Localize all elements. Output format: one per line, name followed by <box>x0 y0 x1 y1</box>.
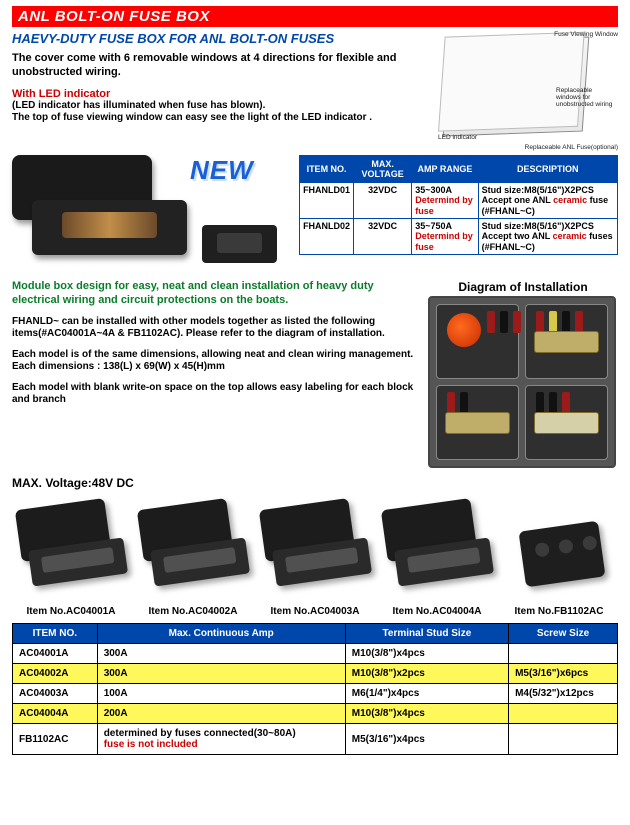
specs-table-1: ITEM NO. MAX. VOLTAGE AMP RANGE DESCRIPT… <box>299 155 618 255</box>
para-2: Each model is of the same dimensions, al… <box>12 349 418 374</box>
product-item: Item No.FB1102AC <box>500 496 618 617</box>
product-name: Item No.FB1102AC <box>500 606 618 617</box>
led-line-1: (LED indicator has illuminated when fuse… <box>12 100 432 113</box>
t1-h-desc: DESCRIPTION <box>478 156 617 183</box>
t2-h-stud: Terminal Stud Size <box>345 624 508 644</box>
product-item: Item No.AC04003A <box>256 496 374 617</box>
product-name: Item No.AC04002A <box>134 606 252 617</box>
product-name: Item No.AC04001A <box>12 606 130 617</box>
t2-h-amp: Max. Continuous Amp <box>97 624 345 644</box>
product-image <box>378 496 496 606</box>
table-row: FHANLD0232VDC35~750ADetermind by fuseStu… <box>300 219 618 255</box>
installation-diagram <box>428 296 616 468</box>
label-replaceable-fuse: Replaceable ANL Fuse(optional) <box>525 144 618 151</box>
product-image <box>12 496 130 606</box>
table-row: AC04002A300AM10(3/8")x2pcsM5(3/16")x6pcs <box>13 664 618 684</box>
page-banner: ANL BOLT-ON FUSE BOX <box>12 6 618 27</box>
label-replaceable-windows: Replaceable windows for unobstructed wir… <box>556 87 618 108</box>
intro-paragraph: The cover come with 6 removable windows … <box>12 52 432 80</box>
t1-h-amp: AMP RANGE <box>412 156 478 183</box>
product-image <box>134 496 252 606</box>
new-tag: NEW <box>190 155 254 186</box>
table-row: FHANLD0132VDC35~300ADetermind by fuseStu… <box>300 183 618 219</box>
product-name: Item No.AC04003A <box>256 606 374 617</box>
module-heading: Module box design for easy, neat and cle… <box>12 280 418 308</box>
table-row: AC04001A300AM10(3/8")x4pcs <box>13 644 618 664</box>
product-image <box>256 496 374 606</box>
para-3: Each model with blank write-on space on … <box>12 382 418 407</box>
product-item: Item No.AC04001A <box>12 496 130 617</box>
fuse-box-sketch: Fuse Viewing Window Replaceable windows … <box>438 31 618 151</box>
installation-diagram-title: Diagram of Installation <box>428 280 618 294</box>
led-line-2: The top of fuse viewing window can easy … <box>12 112 432 125</box>
t2-h-item: ITEM NO. <box>13 624 98 644</box>
specs-table-2: ITEM NO. Max. Continuous Amp Terminal St… <box>12 623 618 755</box>
product-item: Item No.AC04004A <box>378 496 496 617</box>
t1-h-volt: MAX. VOLTAGE <box>354 156 412 183</box>
para-1: FHANLD~ can be installed with other mode… <box>12 316 418 341</box>
t2-h-screw: Screw Size <box>509 624 618 644</box>
product-hero-image: NEW <box>12 155 291 270</box>
label-viewing-window: Fuse Viewing Window <box>554 31 618 38</box>
table-row: AC04003A100AM6(1/4")x4pcsM4(5/32")x12pcs <box>13 684 618 704</box>
led-heading: With LED indicator <box>12 88 432 100</box>
main-heading: HAEVY-DUTY FUSE BOX FOR ANL BOLT-ON FUSE… <box>12 31 432 46</box>
product-image <box>500 496 618 606</box>
product-name: Item No.AC04004A <box>378 606 496 617</box>
table-row: AC04004A200AM10(3/8")x4pcs <box>13 704 618 724</box>
product-item: Item No.AC04002A <box>134 496 252 617</box>
t1-h-item: ITEM NO. <box>300 156 354 183</box>
table-row: FB1102ACdetermined by fuses connected(30… <box>13 724 618 755</box>
max-voltage: MAX. Voltage:48V DC <box>12 476 618 490</box>
label-led-indicator: LED indicator <box>438 134 477 141</box>
